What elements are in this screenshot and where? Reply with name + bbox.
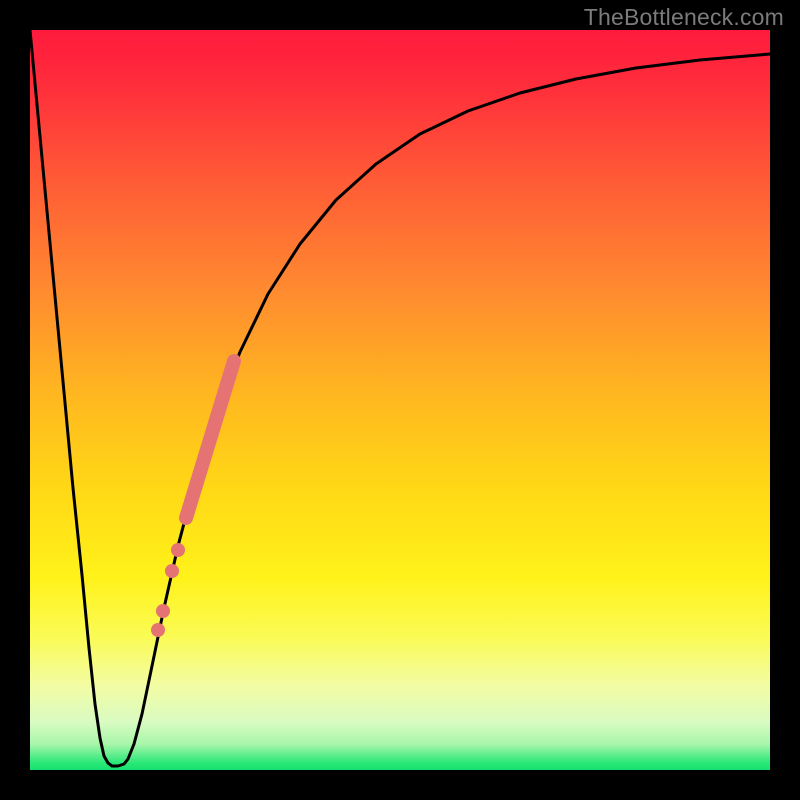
chart-container: { "source_watermark": { "text": "TheBott… [0, 0, 800, 800]
plot-gradient-background [30, 30, 770, 770]
source-watermark: TheBottleneck.com [584, 4, 784, 31]
